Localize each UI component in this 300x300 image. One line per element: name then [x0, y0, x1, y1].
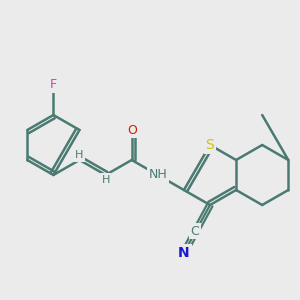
Text: F: F	[50, 79, 57, 92]
Text: O: O	[127, 124, 136, 136]
Text: H: H	[75, 150, 84, 160]
Text: NH: NH	[148, 169, 167, 182]
Text: N: N	[178, 246, 190, 260]
Text: C: C	[190, 225, 200, 238]
Text: H: H	[101, 175, 110, 185]
Text: S: S	[206, 138, 214, 152]
